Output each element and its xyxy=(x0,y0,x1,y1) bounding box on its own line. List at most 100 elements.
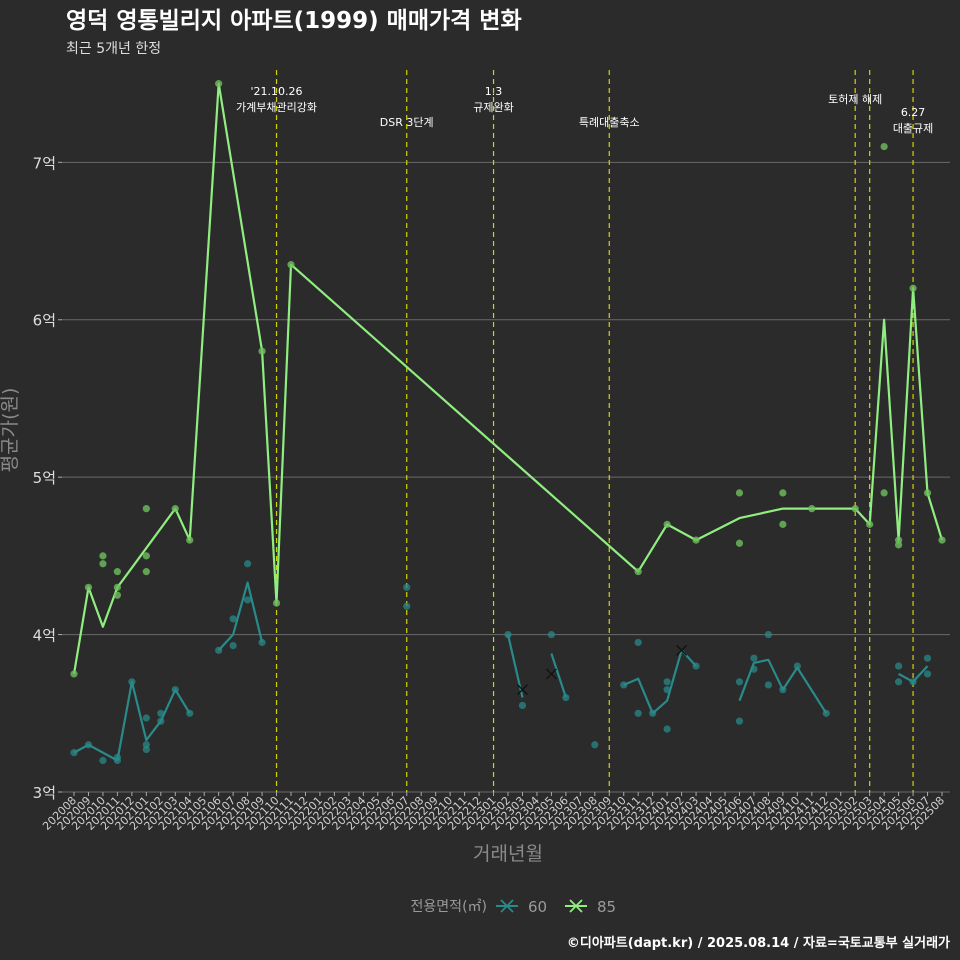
chart-title: 영덕 영통빌리지 아파트(1999) 매매가격 변화 xyxy=(66,8,522,34)
series-85-point xyxy=(923,489,932,497)
series-60-point xyxy=(663,725,671,733)
series-85-point xyxy=(779,489,787,497)
event-label: 대출규제 xyxy=(893,122,933,135)
series-60-point xyxy=(244,596,252,604)
series-60-point xyxy=(84,741,93,749)
series-60-x-marker xyxy=(676,644,688,656)
legend-marker-85 xyxy=(569,899,583,913)
series-60-line xyxy=(623,649,697,715)
series-60-point xyxy=(142,745,150,754)
event-label: 6.27 xyxy=(901,106,926,119)
series-points xyxy=(70,80,946,765)
series-60-point xyxy=(547,630,556,639)
series-85-point xyxy=(880,489,888,497)
y-tick-label: 4억 xyxy=(33,627,56,645)
series-85-point xyxy=(895,541,903,549)
series-60-line xyxy=(73,743,118,762)
series-60-point xyxy=(649,709,657,717)
event-label: 1.3 xyxy=(485,85,503,98)
series-60-point xyxy=(562,693,570,702)
series-85-point xyxy=(113,568,121,576)
series-85-point xyxy=(634,568,642,576)
series-60-point xyxy=(822,709,830,717)
series-60-x-marker xyxy=(545,668,557,680)
legend-label-85: 85 xyxy=(597,898,616,916)
event-label: 가계부채관리강화 xyxy=(236,101,317,114)
series-85-point xyxy=(938,536,946,544)
event-label: 특례대출축소 xyxy=(579,116,640,129)
series-85-point xyxy=(735,539,744,547)
series-60-x-marker xyxy=(516,684,528,696)
series-60-point xyxy=(244,560,252,568)
y-tick-label: 5억 xyxy=(33,469,56,487)
series-85-point xyxy=(851,505,859,513)
series-85-point xyxy=(866,520,874,528)
series-60-point xyxy=(750,665,758,673)
x-axis: 2020082020092020102020112020122021012021… xyxy=(40,792,947,833)
caption: ©디아파트(dapt.kr) / 2025.08.14 / 자료=국토교통부 실… xyxy=(567,935,950,951)
series-60-point xyxy=(764,630,773,639)
series-85-point xyxy=(70,670,78,678)
series-85-point xyxy=(113,583,121,591)
event-label: DSR 3단계 xyxy=(380,116,434,129)
series-60-point xyxy=(504,630,512,639)
series-85-point xyxy=(142,552,150,560)
series-60-point xyxy=(186,709,194,717)
series-85-point xyxy=(84,583,93,591)
series-60-point xyxy=(779,686,787,694)
series-60-point xyxy=(171,686,179,694)
series-85-point xyxy=(186,536,194,544)
series-85-point xyxy=(880,142,888,151)
series-60-point xyxy=(764,681,773,689)
series-85-point xyxy=(142,568,150,576)
series-60-point xyxy=(157,709,165,717)
series-85-point xyxy=(909,284,917,292)
series-60-point xyxy=(923,654,932,662)
series-85-point xyxy=(99,552,107,560)
series-85-point xyxy=(99,560,107,568)
y-axis-label: 평균가(원) xyxy=(0,388,21,473)
series-85-point xyxy=(113,591,121,599)
series-lines xyxy=(72,82,944,762)
series-60-point xyxy=(128,678,136,686)
series-85-point xyxy=(258,347,266,355)
series-60-point xyxy=(793,662,801,670)
series-85-point xyxy=(692,536,700,544)
series-60-point xyxy=(750,654,758,662)
series-60-point xyxy=(634,709,642,717)
series-60-point xyxy=(692,662,700,670)
event-label: '21.10.26 xyxy=(251,85,303,98)
legend-marker-60 xyxy=(500,899,514,913)
x-axis-label: 거래년월 xyxy=(473,843,543,865)
series-60-point xyxy=(634,638,642,647)
series-85-point xyxy=(171,505,179,513)
legend-title: 전용면적(㎡) xyxy=(411,899,487,915)
series-85-point xyxy=(287,261,295,269)
series-85-point xyxy=(808,505,816,513)
y-grid xyxy=(62,161,950,793)
series-60-point xyxy=(735,717,744,725)
series-60-point xyxy=(142,714,150,722)
series-60-point xyxy=(70,749,78,757)
series-60-point xyxy=(157,717,165,725)
y-tick-label: 6억 xyxy=(33,312,56,330)
series-60-point xyxy=(215,646,223,654)
y-axis: 3억 4억 5억 6억 7억 xyxy=(33,154,62,802)
series-60-point xyxy=(518,701,527,710)
series-60-point xyxy=(403,583,411,591)
series-60-point xyxy=(591,741,599,749)
y-tick-label: 3억 xyxy=(33,784,56,802)
series-60-point xyxy=(923,670,932,678)
series-60-point xyxy=(663,686,671,694)
series-60-point xyxy=(229,642,237,650)
series-85-point xyxy=(663,520,671,528)
series-60-point xyxy=(909,678,917,686)
series-85-point xyxy=(142,505,150,513)
series-85-point xyxy=(215,80,223,88)
series-60-point xyxy=(620,681,628,689)
series-60-line xyxy=(550,653,567,698)
series-60-point xyxy=(99,756,107,765)
event-label: 토허제 해제 xyxy=(828,92,882,106)
